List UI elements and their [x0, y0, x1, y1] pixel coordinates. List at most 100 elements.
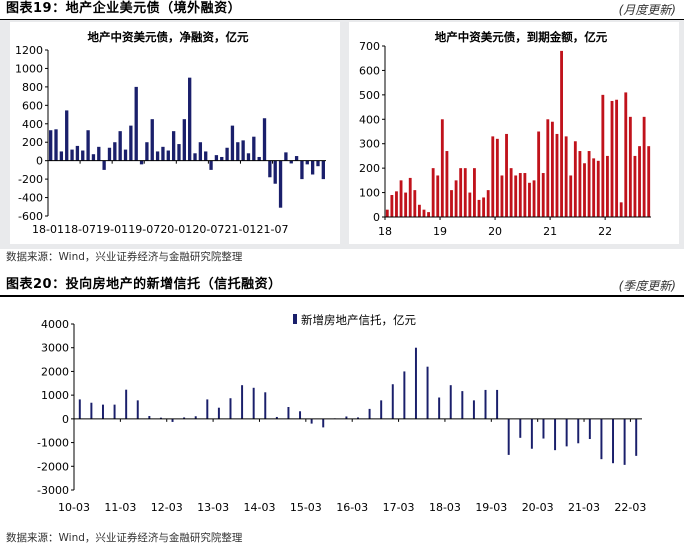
chart-3-bar [299, 411, 302, 419]
legend-label: 新增房地产信托，亿元 [301, 313, 416, 327]
figure-20-source: 数据来源：Wind，兴业证券经济与金融研究院整理 [6, 532, 243, 544]
chart-3-bar [241, 385, 244, 419]
chart-3-x-tick-label: 15-03 [290, 501, 322, 514]
chart-2-bar [445, 151, 449, 217]
chart-3-bar [600, 418, 603, 460]
chart-2-bar [482, 197, 486, 217]
chart-1-bar [139, 160, 144, 165]
chart-3-bar [113, 404, 116, 419]
chart-2-bar [555, 133, 559, 217]
figure-19-title: 图表19：地产企业美元债（境外融资） [6, 1, 242, 16]
chart-2-bar [583, 163, 586, 217]
chart-2-y-tick-label: 600 [359, 64, 380, 77]
figure-20-title: 图表20：投向房地产的新增信托（信托融资） [6, 277, 282, 292]
chart-2-bar [417, 204, 421, 217]
chart-1-bar [86, 130, 90, 161]
chart-2-bar [518, 173, 522, 217]
chart-1-bar [91, 154, 96, 161]
chart-2-bar [427, 212, 430, 217]
chart-3-x-tick-label: 11-03 [104, 501, 136, 514]
chart-2-y-tick-label: 400 [359, 113, 380, 126]
chart-us-bond-maturity: 地产中资美元债，到期金额，亿元 0 100 200 300 400 500 600 700 18… [349, 22, 679, 244]
chart-2-bar [569, 175, 573, 217]
chart-1-bar [171, 131, 176, 161]
chart-1-bar [198, 142, 203, 161]
chart-3-bar [171, 418, 174, 422]
chart-1-bar [155, 151, 160, 161]
chart-2-bar [413, 190, 417, 217]
chart-1-bar [321, 160, 325, 180]
chart-1-bar [294, 156, 299, 161]
chart-1-x-tick-label: 19-01 [96, 223, 128, 236]
chart-1-y-tick-label: 0 [36, 155, 43, 168]
chart-1-bar [102, 160, 106, 170]
chart-2-bar [468, 192, 472, 217]
chart-3-bar [414, 347, 417, 419]
chart-1-y-tick-label: -400 [18, 192, 43, 205]
chart-2-bar [404, 192, 408, 217]
chart-3-y-tick-label: 3000 [41, 342, 69, 355]
chart-2-bar [436, 175, 440, 217]
chart-3-bar [530, 418, 533, 449]
chart-1-bar [188, 77, 192, 161]
chart-2-x-tick-label: 21 [543, 225, 557, 238]
chart-2-bar [615, 99, 619, 217]
chart-3-bar [554, 418, 557, 451]
chart-2-bar [537, 131, 541, 217]
chart-3-x-tick-label: 17-03 [383, 501, 415, 514]
chart-2-bar [495, 138, 499, 217]
chart-2-x-tick-label: 20 [488, 225, 502, 238]
chart-1-y-tick-label: 800 [22, 81, 43, 94]
figure-19-source: 数据来源：Wind，兴业证券经济与金融研究院整理 [6, 251, 243, 263]
chart-3-bar [391, 384, 394, 419]
chart-2-bar [610, 100, 614, 217]
chart-3-x-tick-label: 16-03 [336, 501, 368, 514]
chart-1-bar [129, 125, 133, 161]
chart-3-bar [403, 371, 406, 419]
chart-1-y-tick-label: 200 [22, 136, 43, 149]
chart-3-bar [322, 418, 325, 428]
chart-1-bar [305, 160, 309, 165]
chart-1-bar [257, 156, 261, 161]
chart-2-background [349, 22, 679, 244]
chart-3-bar [310, 418, 313, 424]
chart-1-bar [49, 130, 53, 161]
chart-3-bar [426, 366, 429, 419]
chart-3-bar [472, 400, 475, 419]
chart-2-y-tick-label: 700 [359, 40, 380, 53]
figure-20-update-note: (季度更新) [618, 279, 676, 293]
chart-3-bar [588, 418, 591, 440]
chart-3-x-tick-label: 12-03 [151, 501, 183, 514]
chart-3-y-tick-label: 0 [62, 413, 69, 426]
chart-1-bar [134, 86, 138, 161]
chart-real-estate-trust: 新增房地产信托，亿元 -3000 -2000 -1000 0 1000 2000 3000 4… [2, 298, 682, 526]
chart-2-bar [454, 180, 458, 217]
chart-3-bar [542, 418, 545, 439]
chart-2-bar [528, 182, 531, 217]
chart-2-bar [440, 119, 444, 217]
chart-1-x-tick-label: 20-01 [160, 223, 192, 236]
chart-3-background [2, 298, 682, 526]
chart-1-bar [182, 119, 186, 161]
chart-1-bar [209, 160, 213, 170]
figure-20-header: 图表20：投向房地产的新增信托（信托融资） (季度更新) [0, 276, 684, 297]
chart-2-y-tick-label: 300 [359, 138, 380, 151]
chart-1-bar [54, 129, 58, 161]
chart-3-bar [125, 389, 128, 419]
chart-3-bar [449, 385, 452, 419]
chart-2-bar [390, 195, 394, 217]
chart-1-bar [70, 149, 74, 161]
chart-1-bar [310, 160, 315, 175]
chart-2-bar [473, 168, 476, 217]
chart-2-bar [523, 173, 527, 217]
chart-1-bar [75, 145, 80, 161]
chart-3-y-tick-label: -2000 [37, 460, 69, 473]
chart-3-bar [345, 416, 348, 419]
chart-2-bar [385, 209, 389, 217]
chart-2-x-tick-label: 19 [433, 225, 447, 238]
chart-2-bar [606, 155, 609, 217]
chart-3-x-tick-label: 20-03 [522, 501, 554, 514]
chart-1-y-tick-label: -600 [18, 210, 43, 223]
chart-2-bar [596, 160, 600, 217]
chart-2-bar [592, 158, 596, 217]
